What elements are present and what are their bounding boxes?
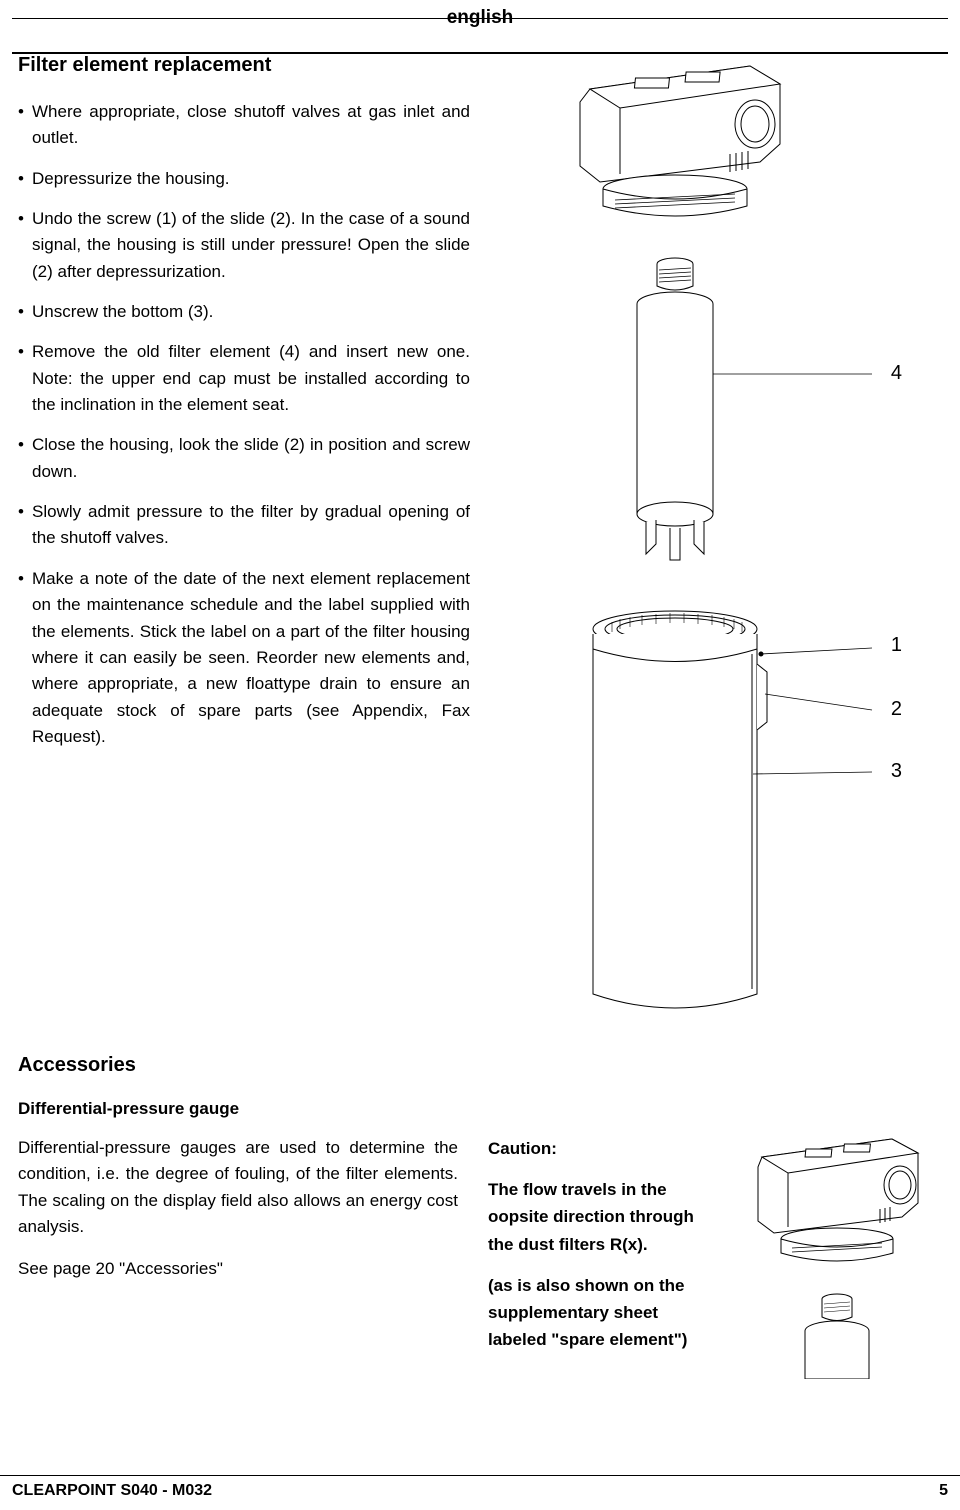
header-frame: english	[12, 18, 948, 54]
step-list: Where appropriate, close shutoff valves …	[18, 99, 470, 750]
step-item: Slowly admit pressure to the filter by g…	[18, 499, 470, 552]
section2-subheading: Differential-pressure gauge	[18, 1099, 942, 1119]
page-number: 5	[939, 1482, 948, 1500]
lower-left-col: Differential-pressure gauges are used to…	[18, 1135, 488, 1367]
left-column: Filter element replacement Where appropr…	[0, 54, 500, 1034]
language-label: english	[12, 7, 948, 29]
section1-title: Filter element replacement	[18, 54, 470, 77]
accessories-paragraph: Differential-pressure gauges are used to…	[18, 1135, 458, 1240]
accessories-section: Accessories Differential-pressure gauge	[0, 1054, 960, 1119]
main-content: Filter element replacement Where appropr…	[0, 54, 960, 1034]
caution-heading: Caution:	[488, 1135, 718, 1162]
section2-title: Accessories	[18, 1054, 942, 1077]
lower-two-col: Differential-pressure gauges are used to…	[0, 1135, 960, 1367]
page: english Filter element replacement Where…	[0, 18, 960, 1510]
callout-2: 2	[891, 698, 902, 721]
step-item: Depressurize the housing.	[18, 166, 470, 192]
exploded-diagram: 4 1 2 3	[520, 54, 900, 1034]
see-reference: See page 20 "Accessories"	[18, 1256, 458, 1282]
filter-assembly-svg	[520, 54, 900, 1034]
callout-3: 3	[891, 760, 902, 783]
callout-4: 4	[891, 362, 902, 385]
right-column: 4 1 2 3	[500, 54, 960, 1034]
caution-block: Caution: The flow travels in the oopsite…	[488, 1135, 718, 1353]
step-item: Unscrew the bottom (3).	[18, 299, 470, 325]
caution-line1: The flow travels in the oopsite directio…	[488, 1176, 718, 1258]
small-assembly-svg	[722, 1129, 952, 1379]
page-footer: CLEARPOINT S040 - M032 5	[0, 1475, 960, 1510]
step-item: Close the housing, look the slide (2) in…	[18, 432, 470, 485]
caution-line2: (as is also shown on the supplementary s…	[488, 1272, 718, 1354]
step-item: Undo the screw (1) of the slide (2). In …	[18, 206, 470, 285]
step-item: Make a note of the date of the next elem…	[18, 566, 470, 750]
callout-1: 1	[891, 634, 902, 657]
step-item: Remove the old filter element (4) and in…	[18, 339, 470, 418]
step-item: Where appropriate, close shutoff valves …	[18, 99, 470, 152]
lower-right-col: Caution: The flow travels in the oopsite…	[488, 1135, 942, 1367]
doc-code: CLEARPOINT S040 - M032	[12, 1482, 212, 1500]
